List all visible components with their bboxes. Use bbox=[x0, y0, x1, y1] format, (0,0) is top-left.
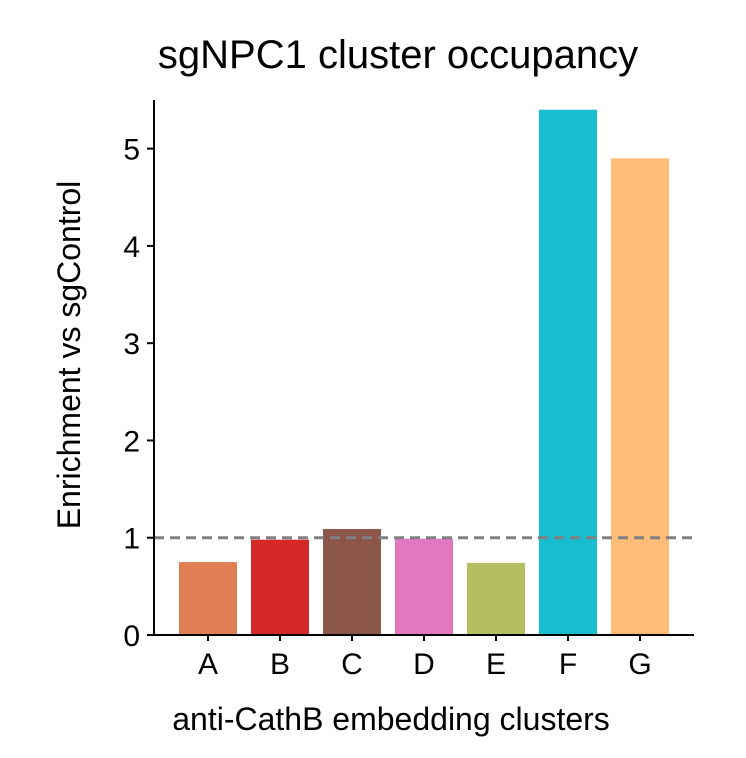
bar-a bbox=[179, 562, 237, 635]
bar-f bbox=[539, 109, 597, 635]
x-tick-label-g: G bbox=[628, 648, 651, 681]
y-tick-label-3: 3 bbox=[123, 328, 140, 361]
bar-c bbox=[323, 528, 381, 635]
y-tick-label-2: 2 bbox=[123, 425, 140, 458]
x-tick-label-a: A bbox=[198, 648, 218, 681]
x-tick-label-b: B bbox=[270, 648, 290, 681]
y-tick-label-0: 0 bbox=[123, 620, 140, 653]
bar-e bbox=[467, 563, 525, 635]
plot-area: A B C D E F G 0 1 2 3 4 5 bbox=[123, 100, 694, 681]
y-tick-label-1: 1 bbox=[123, 523, 140, 556]
y-tick-label-5: 5 bbox=[123, 134, 140, 167]
x-tick-label-c: C bbox=[341, 648, 363, 681]
x-axis-label: anti-CathB embedding clusters bbox=[172, 701, 610, 737]
y-axis-label: Enrichment vs sgControl bbox=[51, 181, 87, 530]
bar-g bbox=[611, 158, 669, 635]
x-tick-label-f: F bbox=[559, 648, 577, 681]
bar-b bbox=[251, 539, 309, 635]
y-tick-label-4: 4 bbox=[123, 231, 140, 264]
x-tick-label-d: D bbox=[413, 648, 435, 681]
chart-title: sgNPC1 cluster occupancy bbox=[158, 33, 638, 77]
bar-d bbox=[395, 538, 453, 635]
x-tick-label-e: E bbox=[486, 648, 506, 681]
